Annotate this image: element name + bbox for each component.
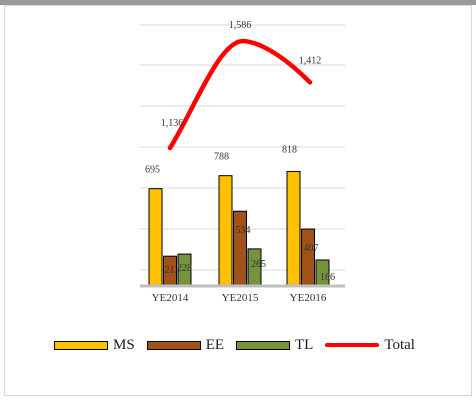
- bars: [148, 170, 330, 287]
- legend-swatch-ms: [54, 340, 108, 350]
- data-label-tl: 265: [251, 259, 266, 270]
- legend-swatch-total: [325, 343, 380, 347]
- legend: MS EE TL Total: [54, 335, 427, 355]
- bar-ee-ye2016: [301, 228, 315, 287]
- legend-swatch-ee: [146, 340, 201, 350]
- bar-ms-ye2015: [218, 175, 233, 287]
- legend-item-ms: MS: [54, 337, 135, 354]
- bar-ee-ye2015: [233, 210, 247, 287]
- data-label-ee: 534: [236, 225, 251, 236]
- x-tick-label: YE2016: [290, 292, 327, 304]
- data-label-total: 1,586: [229, 20, 252, 31]
- bar-ms-ye2014: [148, 188, 163, 287]
- legend-item-tl: TL: [236, 337, 313, 354]
- total-line-path: [167, 38, 313, 151]
- data-label-tl: 228: [177, 263, 192, 274]
- legend-label-total: Total: [384, 336, 415, 353]
- x-axis: YE2014 YE2015 YE2016: [140, 284, 345, 304]
- legend-label-tl: TL: [295, 336, 314, 353]
- legend-label-ee: EE: [205, 336, 225, 353]
- legend-label-ms: MS: [113, 336, 135, 353]
- data-label-ms: 788: [214, 152, 229, 163]
- data-label-total: 1,136: [161, 118, 184, 129]
- data-label-ms: 818: [282, 144, 297, 155]
- x-tick-label: YE2014: [152, 292, 189, 304]
- bar-ms-ye2016: [286, 170, 301, 287]
- data-label-ee: 407: [304, 243, 319, 254]
- legend-item-ee: EE: [146, 336, 225, 354]
- data-label-ee: 213: [165, 265, 180, 276]
- x-tick-label: YE2015: [222, 292, 259, 304]
- data-label-ms: 695: [145, 165, 160, 176]
- window-title-strip: [0, 0, 476, 5]
- data-label-tl: 186: [320, 272, 335, 283]
- legend-item-total: Total: [325, 337, 415, 354]
- legend-swatch-tl: [236, 340, 291, 350]
- chart-panel: [4, 5, 472, 396]
- total-line: [167, 38, 313, 151]
- data-label-total: 1,412: [299, 55, 322, 66]
